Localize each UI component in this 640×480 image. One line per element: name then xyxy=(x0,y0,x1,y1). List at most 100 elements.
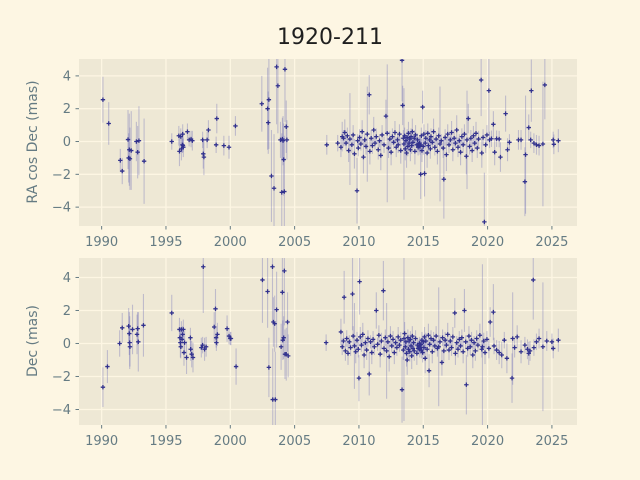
data-point-plus-marker xyxy=(405,144,411,149)
ra-cos-dec-axis-label: RA cos Dec (mas) xyxy=(25,80,41,204)
x-tick-label: 1995 xyxy=(149,434,182,449)
data-point-plus-marker xyxy=(392,130,398,135)
data-point-plus-marker xyxy=(354,188,360,193)
data-point-plus-marker xyxy=(178,340,183,345)
data-point-plus-marker xyxy=(338,329,344,335)
x-tick-label: 2025 xyxy=(535,434,568,449)
data-point-plus-marker xyxy=(100,97,106,102)
data-point-plus-marker xyxy=(556,337,561,343)
data-point-plus-marker xyxy=(136,339,141,345)
data-point-plus-marker xyxy=(204,137,210,143)
data-point-plus-marker xyxy=(403,339,409,345)
data-point-plus-marker xyxy=(386,145,391,151)
data-point-plus-marker xyxy=(449,130,454,135)
data-point-plus-marker xyxy=(341,338,346,344)
data-point-plus-marker xyxy=(507,140,512,145)
data-point-plus-marker xyxy=(381,288,386,293)
data-point-plus-marker xyxy=(265,289,270,294)
data-point-plus-marker xyxy=(403,138,409,143)
data-point-plus-marker xyxy=(544,338,549,344)
data-point-plus-marker xyxy=(181,327,186,332)
data-point-plus-marker xyxy=(188,335,193,340)
data-point-plus-marker xyxy=(130,327,135,332)
y-tick-label: −4 xyxy=(52,201,71,216)
data-point-plus-marker xyxy=(480,344,485,349)
y-tick-label: −2 xyxy=(52,370,71,385)
data-point-plus-marker xyxy=(388,149,394,155)
y-tick-label: 0 xyxy=(63,135,71,150)
data-point-plus-marker xyxy=(275,83,281,88)
y-tick-label: 0 xyxy=(63,337,71,352)
data-point-plus-marker xyxy=(395,137,400,143)
data-point-plus-marker xyxy=(356,347,361,352)
data-point-plus-marker xyxy=(411,340,416,345)
data-point-plus-marker xyxy=(134,139,139,144)
data-point-plus-marker xyxy=(385,131,390,136)
data-point-plus-marker xyxy=(419,133,424,138)
data-point-plus-marker xyxy=(468,344,473,349)
data-point-plus-marker xyxy=(410,333,415,339)
data-point-plus-marker xyxy=(462,131,467,137)
data-layer xyxy=(100,258,561,425)
data-point-plus-marker xyxy=(414,351,420,356)
data-point-plus-marker xyxy=(431,129,436,134)
data-point-plus-marker xyxy=(505,147,510,152)
data-point-plus-marker xyxy=(479,150,484,156)
data-point-plus-marker xyxy=(427,342,432,347)
data-point-plus-marker xyxy=(226,333,232,339)
data-point-plus-marker xyxy=(181,145,186,150)
data-point-plus-marker xyxy=(422,334,427,340)
x-tick-label: 2005 xyxy=(278,434,311,449)
data-point-plus-marker xyxy=(370,337,376,342)
data-point-plus-marker xyxy=(404,150,409,156)
data-point-plus-marker xyxy=(362,137,367,143)
data-point-plus-marker xyxy=(363,340,368,345)
data-point-plus-marker xyxy=(324,142,329,147)
x-tick-label: 2000 xyxy=(214,235,247,250)
data-point-plus-marker xyxy=(410,129,415,134)
data-point-plus-marker xyxy=(430,140,435,145)
data-point-plus-marker xyxy=(468,136,474,141)
data-point-plus-marker xyxy=(266,97,272,102)
data-layer xyxy=(100,59,561,226)
data-point-plus-marker xyxy=(350,333,356,339)
data-point-plus-marker xyxy=(531,277,536,283)
data-point-plus-marker xyxy=(369,350,375,355)
data-point-plus-marker xyxy=(481,338,486,344)
data-point-plus-marker xyxy=(127,156,133,161)
data-point-plus-marker xyxy=(180,332,185,337)
x-tick-label: 1995 xyxy=(149,235,182,250)
data-point-plus-marker xyxy=(387,136,393,142)
data-point-plus-marker xyxy=(407,136,412,142)
data-point-plus-marker xyxy=(401,347,406,353)
data-point-plus-marker xyxy=(357,135,362,140)
data-point-plus-marker xyxy=(475,145,480,151)
data-point-plus-marker xyxy=(365,131,370,137)
data-point-plus-marker xyxy=(136,138,142,143)
data-point-plus-marker xyxy=(413,336,418,341)
data-point-plus-marker xyxy=(285,319,290,325)
data-point-plus-marker xyxy=(431,337,436,343)
data-point-plus-marker xyxy=(432,343,438,349)
data-point-plus-marker xyxy=(190,355,196,360)
data-point-plus-marker xyxy=(410,346,416,351)
panel-background xyxy=(79,59,577,226)
data-point-plus-marker xyxy=(428,336,434,341)
data-point-plus-marker xyxy=(393,340,398,345)
data-point-plus-marker xyxy=(450,147,456,152)
data-point-plus-marker xyxy=(349,142,355,147)
data-point-plus-marker xyxy=(279,190,284,195)
data-point-plus-marker xyxy=(354,337,360,343)
data-point-plus-marker xyxy=(401,141,407,147)
data-point-plus-marker xyxy=(343,140,349,146)
data-point-plus-marker xyxy=(394,145,399,150)
data-point-plus-marker xyxy=(423,338,429,344)
data-point-plus-marker xyxy=(367,92,372,97)
data-point-plus-marker xyxy=(341,295,347,300)
data-point-plus-marker xyxy=(426,368,432,373)
data-point-plus-marker xyxy=(472,140,477,146)
data-point-plus-marker xyxy=(528,137,533,143)
data-point-plus-marker xyxy=(135,326,140,331)
data-point-plus-marker xyxy=(352,343,357,349)
data-point-plus-marker xyxy=(480,135,486,140)
